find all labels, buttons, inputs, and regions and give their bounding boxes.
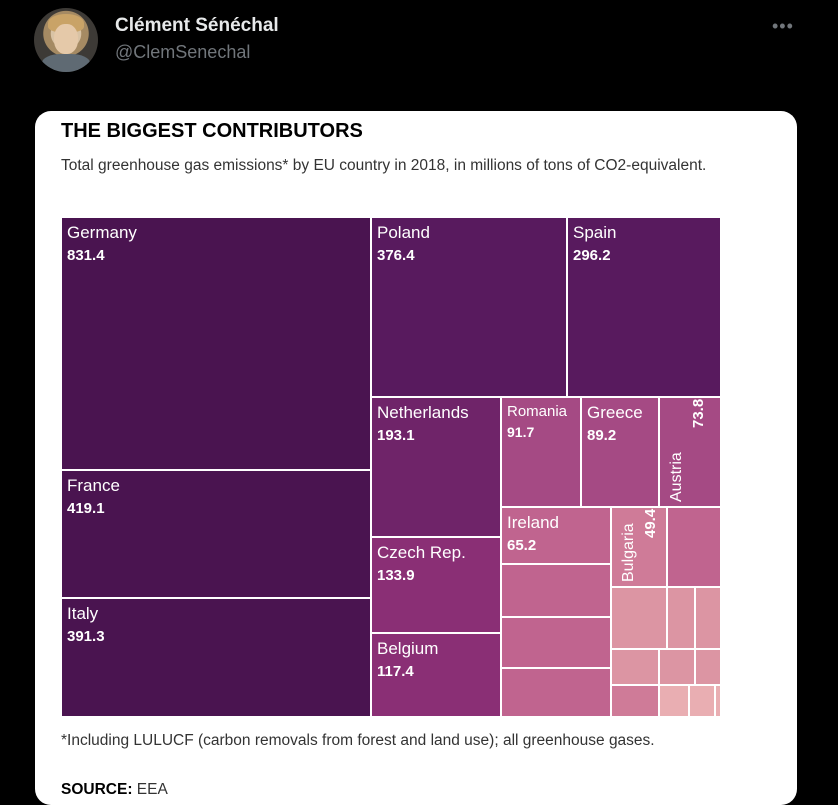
treemap-cell-minor: [611, 685, 659, 717]
more-options-icon[interactable]: •••: [772, 16, 794, 36]
treemap-cell-minor: [667, 507, 721, 587]
avatar[interactable]: [34, 8, 98, 72]
country-name-label: Spain: [573, 223, 617, 242]
treemap-cell-minor: [611, 649, 659, 685]
treemap-cell-bulgaria: Bulgaria 49.4: [611, 507, 667, 587]
treemap-chart: Germany 831.4 France 419.1 Italy 391.3 Poland 3…: [61, 217, 721, 717]
chart-source: SOURCE: EEA: [61, 781, 168, 799]
chart-title: THE BIGGEST CONTRIBUTORS: [61, 120, 363, 142]
treemap-cell-belgium: Belgium 117.4: [371, 633, 501, 717]
source-value: EEA: [136, 781, 168, 798]
treemap-cell-minor: [501, 668, 611, 717]
treemap-cell-spain: Spain 296.2: [567, 217, 721, 397]
country-name-label: Germany: [67, 223, 137, 242]
country-value-label: 831.4: [67, 247, 105, 264]
avatar-shirt: [42, 54, 90, 72]
treemap-cell-austria: Austria 73.8: [659, 397, 721, 507]
country-value-label: 391.3: [67, 628, 105, 645]
infographic-card: THE BIGGEST CONTRIBUTORS Total greenhous…: [35, 111, 797, 805]
treemap-cell-romania: Romania 91.7: [501, 397, 581, 507]
country-name-label: Romania: [507, 403, 568, 420]
treemap-cell-minor: [695, 649, 721, 685]
treemap-cell-minor: [659, 685, 689, 717]
treemap-cell-germany: Germany 831.4: [61, 217, 371, 470]
country-name-label: Ireland: [507, 513, 559, 532]
country-value-label: 117.4: [377, 663, 414, 680]
country-name-label: Netherlands: [377, 403, 469, 422]
chart-subtitle: Total greenhouse gas emissions* by EU co…: [61, 157, 707, 174]
treemap-cell-netherlands: Netherlands 193.1: [371, 397, 501, 537]
country-value-label: 89.2: [587, 427, 617, 444]
avatar-face: [54, 24, 78, 54]
country-name-label: Poland: [377, 223, 430, 242]
country-value-label: 91.7: [507, 424, 535, 440]
treemap-cell-ireland: Ireland 65.2: [501, 507, 611, 564]
country-name-label: Austria: [668, 452, 685, 502]
country-name-label: Belgium: [377, 639, 439, 658]
treemap-cell-czech-rep: Czech Rep. 133.9: [371, 537, 501, 633]
chart-footnote: *Including LULUCF (carbon removals from …: [61, 732, 655, 749]
treemap-cell-italy: Italy 391.3: [61, 598, 371, 717]
country-value-label: 73.8: [690, 398, 707, 428]
treemap-cell-minor: [689, 685, 715, 717]
treemap-cell-greece: Greece 89.2: [581, 397, 659, 507]
tweet-header: Clément Sénéchal @ClemSenechal •••: [0, 0, 838, 100]
treemap-cell-minor: [695, 587, 721, 649]
treemap-cell-minor: [611, 587, 667, 649]
source-label: SOURCE:: [61, 781, 133, 798]
treemap-cell-minor: [715, 685, 721, 717]
country-name-label: France: [67, 476, 120, 495]
country-value-label: 65.2: [507, 537, 537, 554]
treemap-cell-minor: [667, 587, 695, 649]
country-value-label: 133.9: [377, 567, 415, 584]
treemap-cell-minor: [659, 649, 695, 685]
treemap-cell-minor: [501, 564, 611, 617]
country-name-label: Greece: [587, 403, 643, 422]
country-name-label: Italy: [67, 604, 99, 623]
country-value-label: 419.1: [67, 500, 105, 517]
country-value-label: 193.1: [377, 427, 415, 444]
user-handle[interactable]: @ClemSenechal: [115, 42, 251, 62]
country-name-label: Czech Rep.: [377, 543, 466, 562]
display-name[interactable]: Clément Sénéchal: [115, 15, 279, 36]
country-name-label: Bulgaria: [620, 523, 637, 582]
treemap-cell-france: France 419.1: [61, 470, 371, 598]
country-value-label: 49.4: [642, 508, 659, 538]
treemap-cell-minor: [501, 617, 611, 668]
country-value-label: 376.4: [377, 247, 415, 264]
country-value-label: 296.2: [573, 247, 611, 264]
treemap-cell-poland: Poland 376.4: [371, 217, 567, 397]
